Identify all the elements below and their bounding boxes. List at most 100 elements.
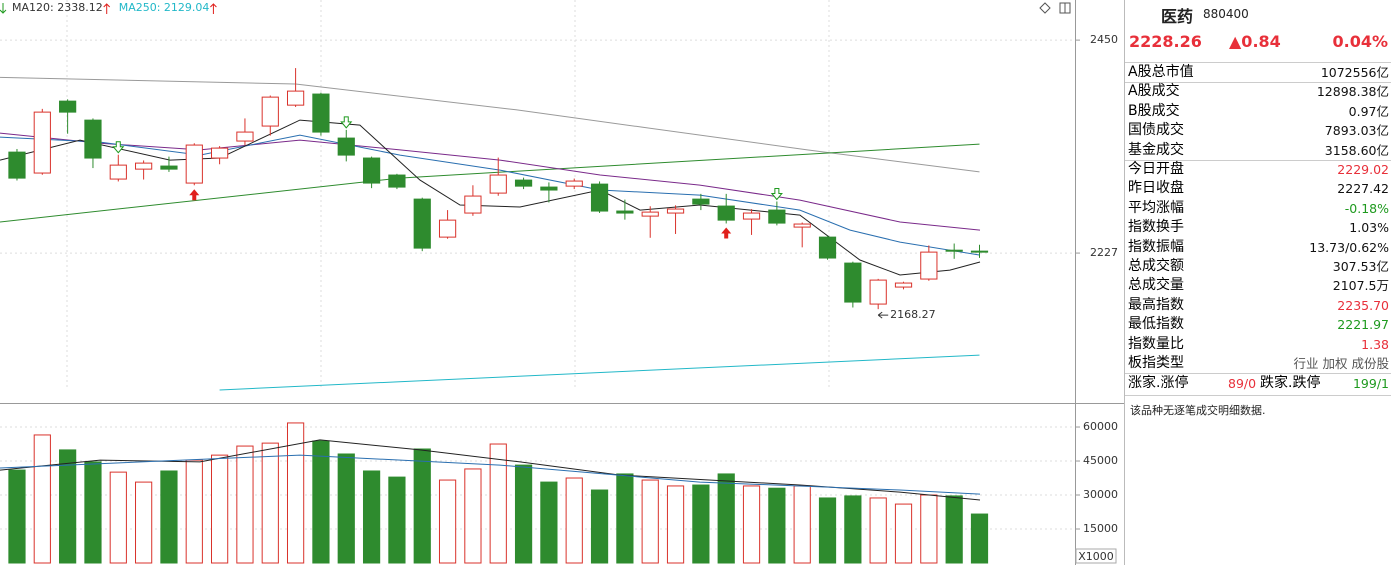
info-row: 国债成交 7893.03亿 <box>1128 121 1389 140</box>
candle-body <box>793 223 811 228</box>
volume-bar <box>793 485 811 564</box>
info-row: 基金成交 3158.60亿 <box>1128 141 1389 160</box>
unit-box <box>1075 548 1117 564</box>
candle-body <box>666 208 685 214</box>
separator <box>1125 62 1391 63</box>
signal-down <box>770 188 783 201</box>
y-tick-label: 2450 <box>1090 33 1118 46</box>
breadth-up-value: 89/0 <box>1228 376 1257 392</box>
breadth-row: 涨家.涨停 89/0 跌家.跌停 199/1 <box>1128 374 1389 393</box>
volume-bar <box>135 481 153 564</box>
volume-bar <box>33 434 51 564</box>
volume-bar <box>590 489 609 564</box>
info-row: 指数量比 1.38 <box>1128 335 1389 354</box>
volume-bar <box>8 469 26 564</box>
info-row: A股成交 12898.38亿 <box>1128 82 1389 101</box>
info-row: 平均涨幅 -0.18% <box>1128 199 1389 218</box>
low-label: 2168.27 <box>890 308 936 321</box>
info-row: 板指类型 行业 加权 成份股 <box>1128 354 1389 373</box>
candle-body <box>616 210 634 214</box>
candle-body <box>84 119 102 159</box>
legend-entry: MA250: 2129.04 <box>119 1 210 14</box>
candle-body <box>717 205 735 221</box>
signal-up <box>721 227 732 239</box>
y-tick-label: 2227 <box>1090 246 1118 259</box>
volume-bar <box>945 495 963 564</box>
info-label: 指数振幅 <box>1128 238 1184 255</box>
volume-bar <box>818 497 837 564</box>
ma-line <box>0 454 981 495</box>
info-label: 最高指数 <box>1128 296 1184 313</box>
volume-bar <box>464 468 482 564</box>
info-label: A股成交 <box>1128 83 1180 100</box>
info-label: 指数量比 <box>1128 335 1184 352</box>
info-value: 1.38 <box>1361 336 1389 352</box>
info-label: 今日开盘 <box>1128 161 1184 177</box>
candle-body <box>135 162 153 170</box>
volume-bar <box>337 453 355 564</box>
info-row: 指数换手 1.03% <box>1128 218 1389 237</box>
volume-bar <box>616 473 634 564</box>
separator <box>1125 160 1391 161</box>
toolbar-icons[interactable] <box>1039 2 1071 14</box>
info-label: 板指类型 <box>1128 355 1184 371</box>
candle-body <box>869 279 887 305</box>
volume-bar <box>388 476 406 564</box>
candle-body <box>185 144 203 184</box>
info-value: 0.97亿 <box>1348 103 1389 119</box>
candle-body <box>742 212 761 220</box>
candle-body <box>540 186 558 191</box>
info-value: 2221.97 <box>1337 317 1389 333</box>
volume-bar <box>312 440 330 564</box>
volume-bar <box>540 481 558 564</box>
info-value: 2227.42 <box>1337 181 1389 197</box>
volume-bar <box>261 442 279 564</box>
info-row: A股总市值 1072556亿 <box>1128 63 1389 82</box>
v-grid <box>66 0 830 390</box>
info-value: 12898.38亿 <box>1316 84 1389 100</box>
candle-body <box>109 164 127 180</box>
candle-body <box>514 179 533 187</box>
volume-bar <box>844 495 862 564</box>
breadth-down-label: 跌家.跌停 <box>1260 375 1321 392</box>
volume-bar <box>413 448 431 564</box>
info-label: 指数换手 <box>1128 219 1184 236</box>
y-tick-label: 15000 <box>1083 522 1118 535</box>
info-row: 今日开盘 2229.02 <box>1128 160 1389 179</box>
signal-up <box>189 189 200 201</box>
change-pct: 0.04% <box>1332 32 1388 51</box>
candle-body <box>413 198 431 249</box>
change: ▲0.84 <box>1229 32 1281 51</box>
candle-body <box>894 282 913 288</box>
info-value: 2229.02 <box>1337 162 1389 177</box>
y-tick-label: 60000 <box>1083 420 1118 433</box>
info-label: 昨日收盘 <box>1128 180 1184 197</box>
candle-body <box>768 209 786 224</box>
candle-body <box>565 180 583 187</box>
info-row: 总成交额 307.53亿 <box>1128 257 1389 276</box>
volume-bar <box>59 449 77 564</box>
info-value: 3158.60亿 <box>1324 142 1389 158</box>
volume-bar <box>970 513 989 564</box>
volume-bar <box>185 459 203 564</box>
breadth-up-label: 涨家.涨停 <box>1128 375 1189 392</box>
candle-body <box>970 250 989 253</box>
candle-body <box>286 90 305 106</box>
instrument-code: 880400 <box>1203 7 1249 21</box>
ma-line <box>219 354 980 391</box>
candle-body <box>692 198 710 205</box>
info-row: 总成交量 2107.5万 <box>1128 276 1389 295</box>
candle-body <box>945 249 963 252</box>
info-value: 1.03% <box>1349 220 1389 236</box>
breadth-down-value: 199/1 <box>1352 376 1389 392</box>
info-value: -0.18% <box>1344 200 1389 216</box>
info-label: 总成交额 <box>1128 258 1184 274</box>
y-unit: X1000 <box>1078 550 1114 563</box>
separator <box>1125 82 1391 84</box>
volume-bar <box>666 485 685 564</box>
chart: X1000 2450 2227 2168.27 MA120: 2338.12 MA250… <box>0 0 1124 565</box>
candle-body <box>59 100 77 113</box>
volume-bar <box>742 485 761 564</box>
volume-bar <box>920 494 938 564</box>
